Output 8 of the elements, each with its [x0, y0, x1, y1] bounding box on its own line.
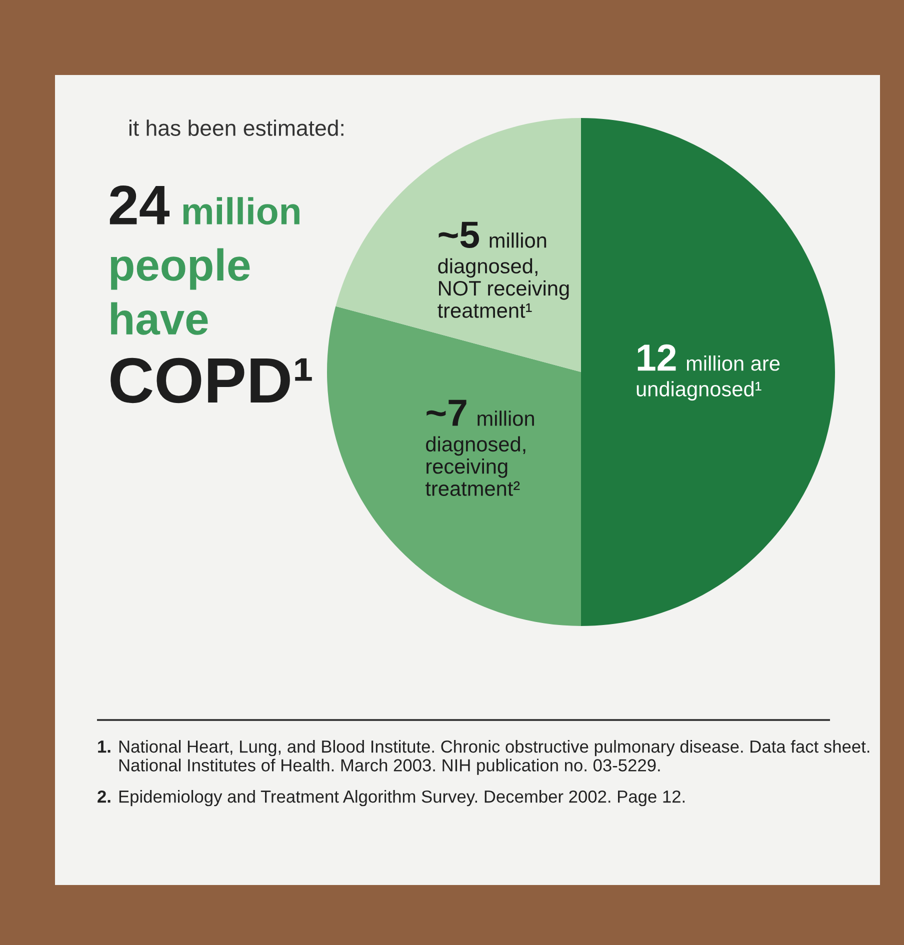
slice-label: ~7 million diagnosed, receiving treatment²	[425, 400, 534, 496]
text: 1. National Heart, Lung, and Blood Institute. Chronic obstructive pulmonary disease. Data fact sheet. National Institutes of Health. March 2003. NIH publication no. 03-5229.	[98, 740, 870, 775]
pie-slice	[581, 118, 835, 626]
slice-label: ~5 million diagnosed, NOT receiving treatment¹	[438, 222, 569, 318]
chart-title: it has been estimated:	[129, 120, 344, 136]
text: 24 million people have COPD¹	[110, 185, 312, 404]
text: 2. Epidemiology and Treatment Algorithm Survey. December 2002. Page 12.	[98, 790, 685, 806]
slice-label: 12 million are undiagnosed¹	[636, 344, 780, 401]
